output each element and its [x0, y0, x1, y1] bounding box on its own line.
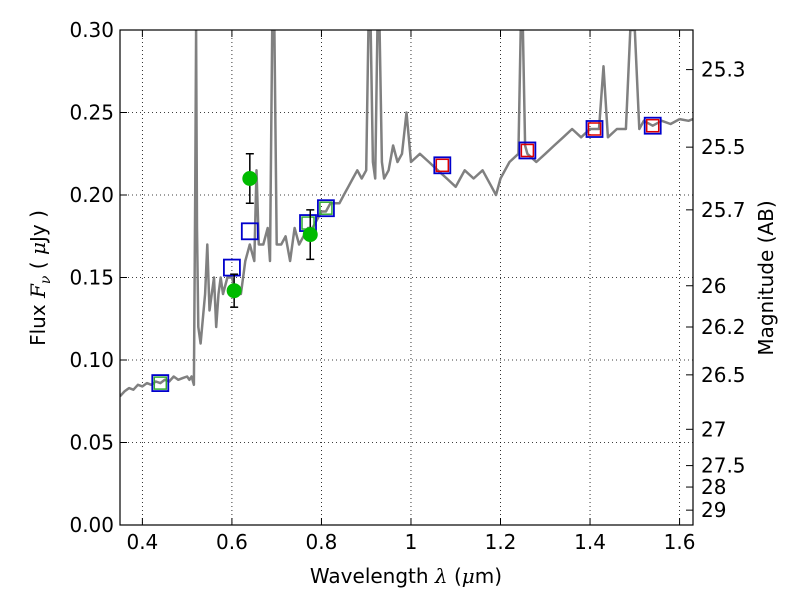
magnitude-tick-label: 26: [701, 274, 726, 298]
plot-area: [120, 30, 693, 398]
magnitude-tick-label: 25.3: [701, 58, 746, 82]
x-tick-label: 0.8: [306, 530, 338, 554]
model-photometry-square: [317, 199, 335, 218]
magnitude-tick-label: 26.2: [701, 315, 746, 339]
y-axis: 0.00 0.05 0.10 0.15 0.20 0.25 0.30: [69, 18, 127, 537]
model-photometry-square: [240, 222, 259, 241]
magnitude-tick-label: 28: [701, 475, 726, 499]
y-tick-label: 0.05: [69, 431, 114, 455]
inner-photometry-square: [319, 201, 333, 215]
y-tick-label: 0.00: [69, 513, 114, 537]
inner-photometry-square: [153, 376, 168, 390]
x-tick-label: 1.6: [664, 530, 696, 554]
x-tick-label: 1.2: [485, 530, 517, 554]
model-photometry-square: [223, 258, 241, 277]
magnitude-axis-label: Magnitude (AB): [754, 200, 778, 355]
inner-photometry-square: [645, 118, 660, 133]
x-tick-label: 1: [405, 530, 418, 554]
observed-point: [302, 227, 318, 243]
magnitude-tick-label: 27: [701, 417, 726, 441]
magnitude-tick-label: 26.5: [701, 363, 746, 387]
x-tick-label: 1.4: [574, 530, 606, 554]
model-photometry-square: [518, 141, 537, 160]
magnitude-tick-label: 25.5: [701, 135, 746, 159]
model-spectrum-line: [120, 30, 693, 398]
y-tick-label: 0.20: [69, 183, 114, 207]
y-tick-label: 0.15: [69, 266, 114, 290]
observed-point: [242, 171, 258, 186]
model-photometry-square: [151, 374, 170, 393]
magnitude-tick-label: 25.7: [701, 198, 746, 222]
model-photometry-square: [433, 156, 452, 175]
inner-photometry-square: [435, 158, 450, 173]
model-photometry-square: [585, 120, 604, 138]
gridlines: [120, 29, 693, 526]
observed-point: [226, 283, 242, 299]
inner-photometry-square: [587, 122, 602, 136]
model-photometry-square: [643, 116, 662, 135]
x-tick-label: 0.4: [126, 530, 158, 554]
x-tick-label: 0.6: [216, 530, 248, 554]
magnitude-tick-label: 27.5: [701, 454, 746, 478]
x-axis: 0.4 0.6 0.8 1 1.2 1.4 1.6: [126, 30, 695, 554]
y-axis-label: Flux Fν ( μJy ): [26, 210, 54, 346]
y-tick-label: 0.10: [69, 348, 114, 372]
plot-content: [120, 30, 693, 398]
y-tick-label: 0.25: [69, 101, 114, 125]
magnitude-tick-label: 29: [701, 498, 726, 522]
inner-photometry-square: [520, 143, 535, 158]
x-axis-label: Wavelength λ (μm): [310, 564, 502, 588]
y-tick-label: 0.30: [69, 18, 114, 42]
